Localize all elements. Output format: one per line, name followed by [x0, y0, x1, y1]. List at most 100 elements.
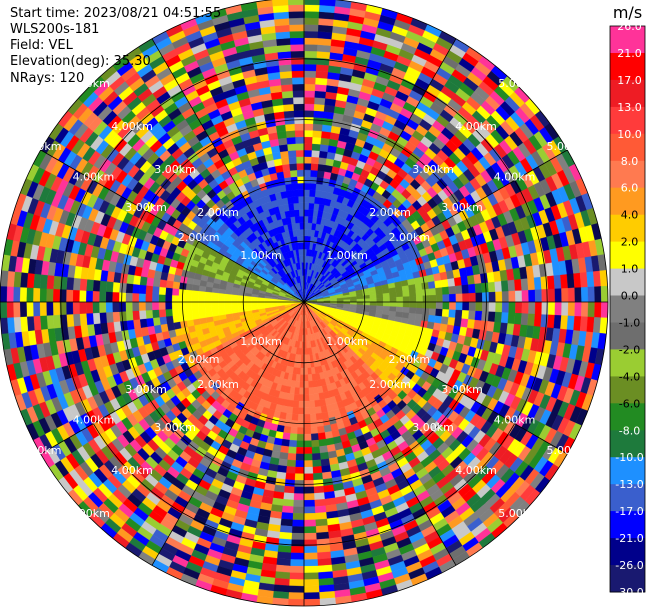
- azimuth-line: [151, 301, 305, 566]
- range-ring-label: 1.00km: [326, 249, 368, 262]
- range-ring-label: 2.00km: [369, 206, 411, 219]
- azimuth-line: [40, 149, 305, 303]
- colorbar-tick-label: -10.0: [615, 451, 643, 464]
- colorbar-segment: [610, 538, 645, 566]
- range-ring-label: 4.00km: [73, 170, 115, 183]
- colorbar-segment: [610, 403, 645, 431]
- colorbar-segment: [610, 106, 645, 135]
- range-ring-label: 5.00km: [547, 444, 589, 457]
- start-time-label: Start time: 2023/08/21 04:51:55: [10, 6, 222, 21]
- colorbar-segment: [610, 214, 645, 243]
- range-ring: [60, 58, 548, 546]
- colorbar-tick-label: 6.0: [621, 182, 639, 195]
- colorbar-tick-label: -2.0: [619, 343, 640, 356]
- colorbar-label: m/s: [613, 3, 642, 22]
- range-ring-label: 4.00km: [494, 414, 536, 427]
- colorbar-tick-label: 21.0: [617, 47, 642, 60]
- range-ring: [181, 179, 426, 424]
- colorbar-segment: [610, 187, 645, 216]
- colorbar-tick-label: -13.0: [615, 478, 643, 491]
- colorbar-segment: [610, 376, 645, 404]
- range-ring-label: 4.00km: [111, 464, 153, 477]
- azimuth-line: [40, 301, 305, 455]
- range-ring: [0, 0, 609, 607]
- range-ring-label: 5.00km: [498, 77, 540, 90]
- azimuth-line: [303, 301, 568, 455]
- range-ring-label: 5.00km: [498, 507, 540, 520]
- colorbar-segment: [610, 565, 645, 593]
- range-ring-label: 4.00km: [455, 120, 497, 133]
- colorbar-segment: [610, 268, 645, 297]
- colorbar-segment: [610, 430, 645, 458]
- range-ring-label: 4.00km: [73, 414, 115, 427]
- colorbar-tick-label: -21.0: [615, 532, 643, 545]
- range-ring-label: 1.00km: [240, 249, 282, 262]
- elevation-label: Elevation(deg): 35.30: [10, 54, 151, 69]
- colorbar-segment: [610, 160, 645, 189]
- azimuth-line: [151, 38, 305, 303]
- colorbar-tick-label: -8.0: [619, 424, 640, 437]
- colorbar-segment: [610, 133, 645, 162]
- colorbar-tick-label: -1.0: [619, 317, 640, 330]
- colorbar-tick-label: 8.0: [621, 155, 639, 168]
- range-ring-label: 2.00km: [369, 378, 411, 391]
- field-label: Field: VEL: [10, 38, 73, 53]
- range-ring-label: 3.00km: [154, 421, 196, 434]
- colorbar-tick-label: 1.0: [621, 263, 639, 276]
- instrument-label: WLS200s-181: [10, 22, 100, 37]
- azimuth-line: [303, 149, 568, 303]
- colorbar-segment: [610, 53, 645, 81]
- range-ring-label: 2.00km: [178, 353, 220, 366]
- nrays-label: NRays: 120: [10, 71, 85, 86]
- colorbar-segment: [610, 241, 645, 270]
- colorbar-tick-label: 10.0: [617, 128, 642, 141]
- colorbar-segment: [610, 484, 645, 512]
- range-ring-label: 2.00km: [178, 231, 220, 244]
- range-ring-label: 2.00km: [197, 206, 239, 219]
- colorbar-tick-label: 13.0: [617, 101, 642, 114]
- range-ring-label: 2.00km: [197, 378, 239, 391]
- colorbar-tick-label: 4.0: [621, 209, 639, 222]
- colorbar-tick-label: 2.0: [621, 236, 639, 249]
- colorbar-segment: [610, 26, 645, 54]
- range-ring-label: 1.00km: [326, 335, 368, 348]
- colorbar-segment: [610, 457, 645, 485]
- colorbar-tick-label: -26.0: [615, 559, 643, 572]
- colorbar-tick-label: 26.0: [617, 20, 642, 33]
- range-ring-label: 3.00km: [125, 383, 167, 396]
- range-ring-label: 2.00km: [389, 353, 431, 366]
- range-ring-label: 3.00km: [412, 163, 454, 176]
- range-ring-label: 3.00km: [441, 383, 483, 396]
- range-ring-label: 5.00km: [547, 140, 589, 153]
- colorbar-tick-label: 0.0: [621, 290, 639, 303]
- azimuth-line: [303, 38, 457, 303]
- range-ring-label: 3.00km: [125, 201, 167, 214]
- range-ring-label: 1.00km: [240, 335, 282, 348]
- range-ring-label: 5.00km: [20, 444, 62, 457]
- colorbar-tick-label: -6.0: [619, 397, 640, 410]
- range-ring: [242, 240, 366, 364]
- colorbar-tick-label: -17.0: [615, 505, 643, 518]
- range-ring-label: 3.00km: [154, 163, 196, 176]
- azimuth-line: [303, 301, 457, 566]
- range-ring-label: 4.00km: [494, 170, 536, 183]
- range-ring: [121, 119, 487, 485]
- range-ring-label: 5.00km: [68, 77, 110, 90]
- colorbar-segment: [610, 322, 645, 350]
- range-ring-label: 4.00km: [111, 120, 153, 133]
- range-ring-label: 5.00km: [68, 507, 110, 520]
- range-ring-label: 3.00km: [441, 201, 483, 214]
- colorbar-tick-label: -30.0: [615, 586, 643, 599]
- range-ring-label: 5.00km: [20, 140, 62, 153]
- colorbar-segment: [610, 295, 645, 323]
- colorbar-segment: [610, 79, 645, 108]
- range-ring-label: 3.00km: [412, 421, 454, 434]
- range-ring-label: 4.00km: [455, 464, 497, 477]
- colorbar-segment: [610, 511, 645, 539]
- colorbar-segment: [610, 349, 645, 377]
- range-ring-label: 2.00km: [389, 231, 431, 244]
- colorbar-tick-label: 17.0: [617, 74, 642, 87]
- colorbar-tick-label: -4.0: [619, 370, 640, 383]
